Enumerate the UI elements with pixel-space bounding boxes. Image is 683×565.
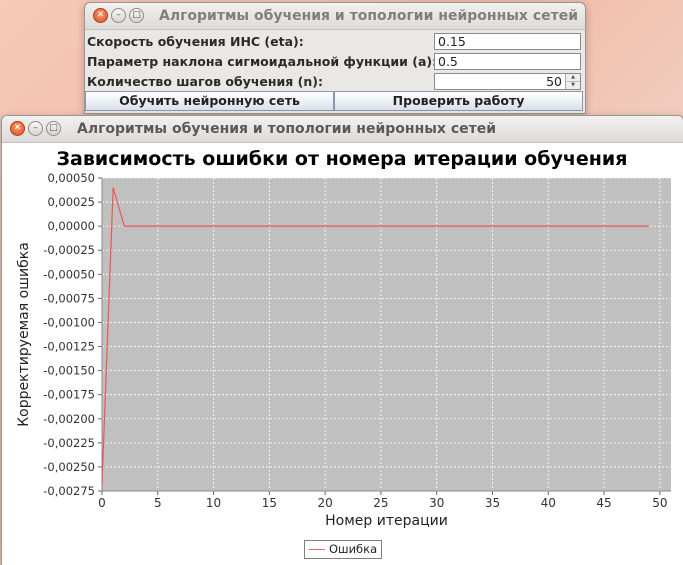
y-tick-label: -0,00025 bbox=[43, 243, 95, 257]
series-layer bbox=[101, 187, 649, 485]
x-tick-label: 5 bbox=[154, 496, 162, 510]
form-row-slope: Параметр наклона сигмоидальной функции (… bbox=[85, 53, 583, 72]
y-tick-label: 0,00025 bbox=[47, 195, 95, 209]
window-title: Алгоритмы обучения и топологии нейронных… bbox=[77, 121, 497, 137]
eta-label: Скорость обучения ИНС (eta): bbox=[87, 34, 304, 49]
steps-spinner[interactable]: 50 ▲ ▼ bbox=[434, 73, 581, 90]
x-axis-label: Номер итерации bbox=[325, 513, 448, 529]
y-tick-label: -0,00225 bbox=[43, 436, 95, 450]
x-tick-label: 40 bbox=[541, 496, 556, 510]
slope-label: Параметр наклона сигмоидальной функции (… bbox=[87, 54, 438, 69]
check-button[interactable]: Проверить работу bbox=[334, 91, 583, 111]
close-icon[interactable]: ✕ bbox=[10, 121, 25, 136]
y-tick-label: -0,00250 bbox=[43, 460, 95, 474]
x-tick-label: 35 bbox=[485, 496, 500, 510]
slope-input[interactable] bbox=[434, 53, 581, 70]
y-tick-label: 0,00050 bbox=[47, 171, 95, 185]
y-tick-label: -0,00100 bbox=[43, 315, 95, 329]
y-tick-label: -0,00175 bbox=[43, 388, 95, 402]
close-icon[interactable]: ✕ bbox=[93, 8, 108, 23]
x-tick-label: 25 bbox=[373, 496, 388, 510]
chart-window: ✕ – □ Алгоритмы обучения и топологии ней… bbox=[1, 115, 683, 565]
x-tick-label: 45 bbox=[596, 496, 611, 510]
x-tick-label: 15 bbox=[262, 496, 277, 510]
window-title: Алгоритмы обучения и топологии нейронных… bbox=[159, 8, 579, 24]
y-axis-label: Корректируемая ошибка bbox=[16, 242, 32, 427]
grid bbox=[102, 177, 671, 492]
chart-title: Зависимость ошибки от номера итерации об… bbox=[57, 148, 628, 170]
legend-label: Ошибка bbox=[329, 542, 378, 556]
steps-label: Количество шагов обучения (n): bbox=[87, 74, 323, 89]
x-tick-label: 50 bbox=[652, 496, 667, 510]
y-tick-label: 0,00000 bbox=[47, 219, 95, 233]
train-button[interactable]: Обучить нейронную сеть bbox=[85, 91, 334, 111]
x-tick-label: 10 bbox=[206, 496, 221, 510]
maximize-icon[interactable]: □ bbox=[46, 121, 61, 136]
series-line bbox=[101, 187, 649, 485]
minimize-icon[interactable]: – bbox=[28, 121, 43, 136]
form-row-steps: Количество шагов обучения (n): 50 ▲ ▼ bbox=[85, 73, 583, 92]
y-tick-label: -0,00075 bbox=[43, 291, 95, 305]
legend-line-swatch bbox=[309, 549, 325, 550]
titlebar: ✕ – □ Алгоритмы обучения и топологии ней… bbox=[2, 116, 683, 143]
plot-area bbox=[102, 178, 671, 491]
y-tick-label: -0,00275 bbox=[43, 484, 95, 498]
steps-value: 50 bbox=[546, 74, 562, 89]
x-tick-label: 0 bbox=[98, 496, 106, 510]
error-chart: Зависимость ошибки от номера итерации об… bbox=[16, 148, 671, 529]
y-tick-label: -0,00200 bbox=[43, 412, 95, 426]
y-tick-label: -0,00050 bbox=[43, 267, 95, 281]
form-row-eta: Скорость обучения ИНС (eta): bbox=[85, 33, 583, 52]
parameters-window: ✕ – □ Алгоритмы обучения и топологии ней… bbox=[84, 2, 586, 114]
axes: 0 5 10 15 20 25 30 35 40 45 50 0,00050 0,00025 0,0000… bbox=[43, 171, 671, 510]
spin-up-icon[interactable]: ▲ bbox=[566, 74, 580, 81]
spin-down-icon[interactable]: ▼ bbox=[566, 81, 580, 89]
legend: Ошибка bbox=[304, 540, 383, 559]
titlebar: ✕ – □ Алгоритмы обучения и топологии ней… bbox=[85, 3, 585, 30]
x-tick-label: 20 bbox=[317, 496, 332, 510]
minimize-icon[interactable]: – bbox=[111, 8, 126, 23]
eta-input[interactable] bbox=[434, 33, 581, 50]
y-tick-label: -0,00125 bbox=[43, 340, 95, 354]
y-tick-label: -0,00150 bbox=[43, 364, 95, 378]
x-tick-label: 30 bbox=[429, 496, 444, 510]
maximize-icon[interactable]: □ bbox=[129, 8, 144, 23]
